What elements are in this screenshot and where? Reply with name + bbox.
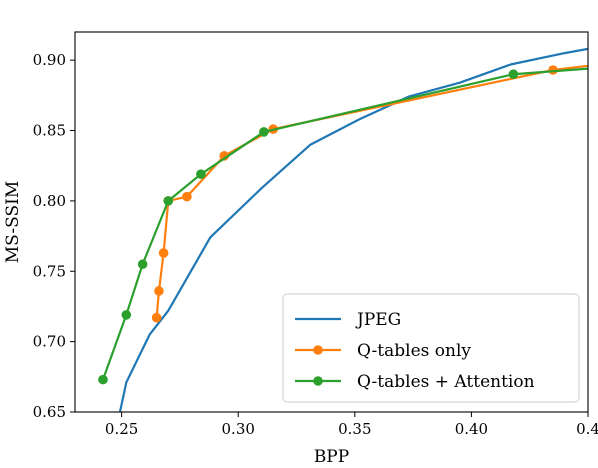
series-line-1 (155, 64, 588, 318)
legend-box (282, 293, 580, 403)
legend-marker-1 (313, 345, 323, 355)
x-tick-label-4: 0.4 (576, 420, 598, 438)
legend-label-1: Q-tables only (357, 341, 471, 361)
x-tick-label-3: 0.40 (455, 420, 488, 438)
legend-label-0: JPEG (355, 310, 401, 330)
series-1-point-5 (219, 151, 230, 161)
series-line-2 (101, 67, 588, 381)
y-tick-label-2: 0.75 (33, 262, 66, 280)
series-2-point-4 (196, 169, 206, 179)
series-2-point-1 (121, 310, 132, 320)
legend-marker-2 (313, 376, 323, 386)
series-line-0 (118, 47, 588, 412)
x-tick-label-2: 0.35 (338, 420, 371, 438)
series-2-point-2 (137, 259, 148, 270)
y-tick-label-1: 0.70 (33, 333, 66, 351)
y-tick-label-3: 0.80 (33, 192, 66, 210)
x-axis-title: BPP (314, 447, 349, 467)
y-tick-label-0: 0.65 (33, 403, 66, 421)
x-tick-label-1: 0.30 (222, 420, 255, 438)
series-2-point-6 (508, 69, 519, 80)
y-tick-label-4: 0.85 (33, 122, 66, 140)
series-1-point-4 (182, 191, 192, 202)
legend-label-2: Q-tables + Attention (357, 372, 535, 392)
y-tick-label-5: 0.90 (33, 51, 66, 69)
series-2-point-0 (98, 374, 108, 385)
series-2-point-5 (259, 127, 269, 137)
series-1-point-1 (154, 286, 164, 296)
series-1-point-2 (158, 248, 169, 258)
x-tick-label-0: 0.25 (105, 420, 138, 438)
plot-frame (74, 31, 589, 413)
y-axis-title: MS-SSIM (3, 181, 23, 264)
series-1-point-0 (151, 312, 162, 323)
series-2-point-3 (163, 196, 174, 206)
